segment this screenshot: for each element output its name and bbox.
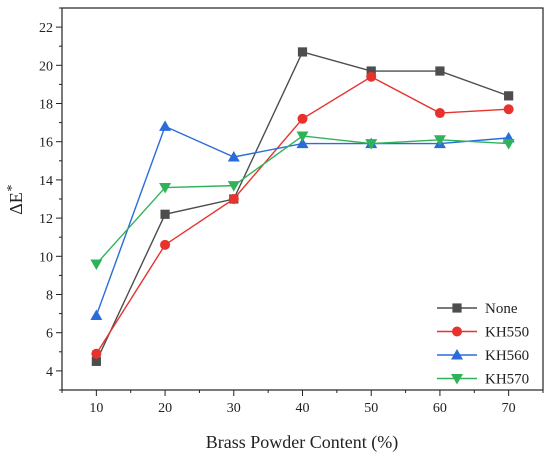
x-tick-label: 50 <box>364 401 378 416</box>
x-tick-label: 20 <box>158 401 172 416</box>
y-tick-label: 22 <box>39 21 53 36</box>
x-tick-label: 30 <box>227 401 241 416</box>
legend-label-kh560: KH560 <box>485 348 529 364</box>
y-tick-label: 16 <box>39 136 53 151</box>
legend-label-none: None <box>485 301 518 317</box>
data-point-none <box>435 66 445 76</box>
data-point-kh550 <box>297 113 308 124</box>
y-tick-label: 6 <box>46 327 53 342</box>
data-point-none <box>504 91 514 101</box>
y-tick-label: 8 <box>46 289 53 304</box>
legend-marker-kh570 <box>451 374 463 385</box>
series-line-kh570 <box>95 135 509 265</box>
legend-marker-none <box>452 303 462 313</box>
data-point-none <box>91 356 101 366</box>
data-point-kh550 <box>91 348 102 359</box>
data-point-kh570 <box>502 139 515 150</box>
data-point-kh560 <box>159 120 172 131</box>
data-point-kh570 <box>90 259 103 270</box>
data-point-kh570 <box>296 131 309 142</box>
x-tick-label: 10 <box>89 401 103 416</box>
x-tick-label: 60 <box>433 401 447 416</box>
data-point-kh550 <box>503 104 514 115</box>
series-line-kh560 <box>95 125 509 316</box>
legend: None KH550 KH560 KH570 <box>437 301 529 388</box>
data-point-kh560 <box>296 137 309 149</box>
y-axis-title: ΔE* <box>5 185 26 215</box>
data-point-kh550 <box>228 194 239 204</box>
y-tick-label: 18 <box>39 98 53 113</box>
data-point-none <box>366 66 376 76</box>
data-point-none <box>160 209 170 219</box>
series-line-none <box>95 51 509 362</box>
data-point-kh560 <box>90 309 103 321</box>
data-point-none <box>297 47 308 57</box>
x-tick-label: 70 <box>502 401 516 416</box>
data-point-kh550 <box>366 71 377 82</box>
y-tick-label: 4 <box>46 365 53 380</box>
legend-marker-kh560 <box>451 349 463 360</box>
data-point-kh570 <box>227 181 240 192</box>
data-point-kh560 <box>227 150 240 162</box>
data-point-kh550 <box>160 239 171 250</box>
plot-frame <box>61 7 544 391</box>
data-point-kh570 <box>365 139 378 150</box>
legend-marker-kh550 <box>452 326 462 337</box>
y-tick-label: 14 <box>39 174 53 189</box>
y-tick-label: 12 <box>39 212 53 227</box>
legend-label-kh570: KH570 <box>485 372 529 388</box>
data-point-kh570 <box>433 135 446 146</box>
x-axis-title: Brass Powder Content (%) <box>206 432 398 453</box>
legend-label-kh550: KH550 <box>485 325 529 341</box>
plot-area <box>90 47 515 366</box>
y-tick-label: 20 <box>39 59 53 74</box>
x-tick-label: 40 <box>296 401 310 416</box>
data-point-kh550 <box>434 108 445 119</box>
y-tick-label: 10 <box>39 250 53 265</box>
data-point-kh570 <box>159 183 172 194</box>
axes: 4 6 8 10 12 14 16 18 20 22 10 20 30 40 50 60 70 <box>39 7 544 416</box>
